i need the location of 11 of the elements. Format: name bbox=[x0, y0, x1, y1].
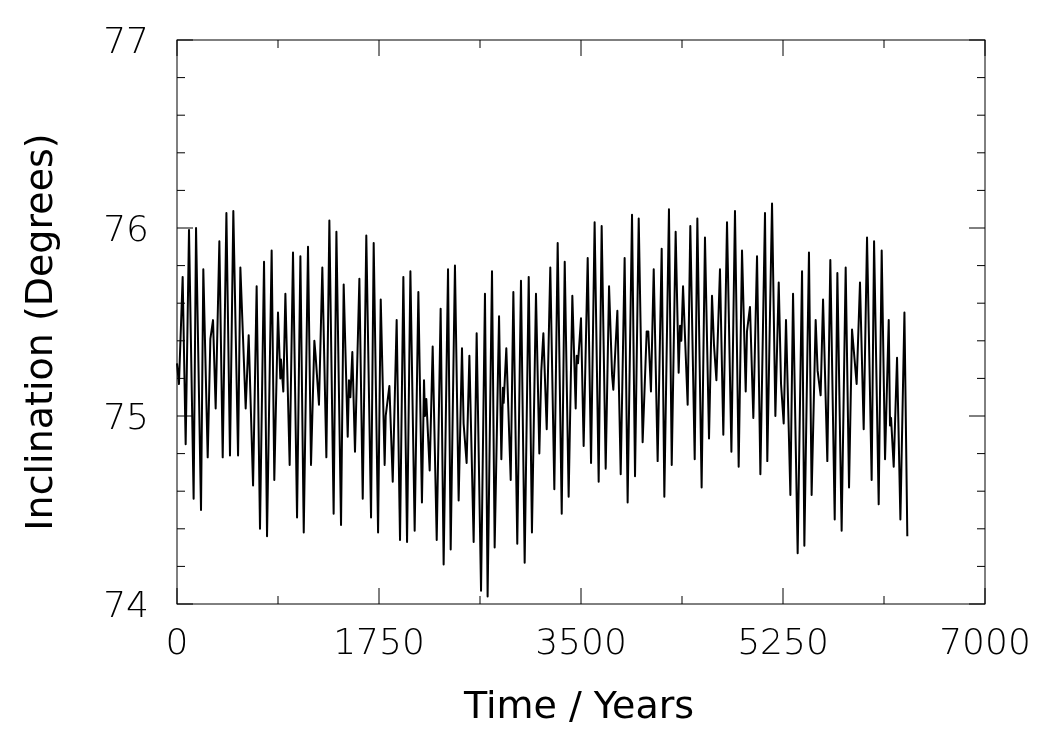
y-tick-label: 75 bbox=[103, 396, 149, 437]
y-tick-label: 77 bbox=[103, 20, 149, 61]
x-tick-label: 7000 bbox=[939, 621, 1031, 662]
y-tick-label: 76 bbox=[103, 208, 149, 249]
y-axis-title: Inclination (Degrees) bbox=[17, 133, 61, 531]
x-tick-label: 1750 bbox=[333, 621, 425, 662]
x-tick-label: 0 bbox=[165, 621, 189, 662]
y-tick-label: 74 bbox=[103, 584, 149, 625]
x-tick-label: 3500 bbox=[535, 621, 627, 662]
x-tick-label: 5250 bbox=[737, 621, 829, 662]
x-axis-title: Time / Years bbox=[462, 683, 695, 727]
